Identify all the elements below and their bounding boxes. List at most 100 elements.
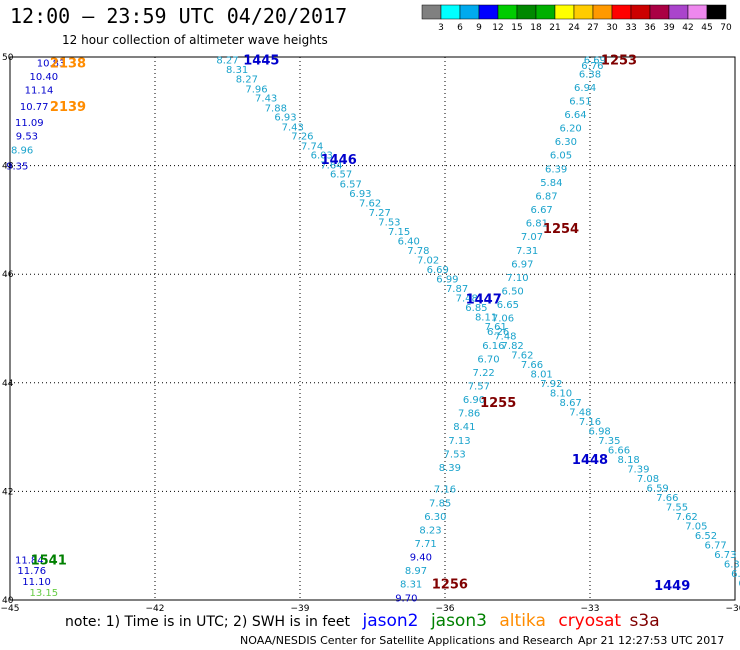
plot-frame (9, 56, 736, 601)
legend-swatch (649, 4, 670, 20)
wave-height-value: 7.48 (569, 408, 591, 419)
legend-swatch (497, 4, 518, 20)
legend-tick-label: 30 (606, 23, 618, 33)
y-tick-label: 50 (2, 53, 14, 63)
x-tick-label: −42 (146, 604, 165, 614)
wave-height-value: 7.92 (540, 379, 562, 390)
wave-height-value: 7.10 (506, 273, 528, 284)
wave-height-value: 6.51 (569, 96, 591, 107)
wave-height-value: 7.27 (369, 208, 391, 219)
wave-height-value: 9.40 (410, 553, 432, 564)
wave-height-value: 6.81 (526, 219, 548, 230)
y-tick-label: 42 (2, 487, 13, 497)
legend-swatch (573, 4, 594, 20)
wave-height-value: 9.70 (395, 593, 417, 604)
wave-height-value: 7.26 (291, 132, 313, 143)
wave-height-value: 8.11 (475, 313, 497, 324)
wave-height-value: 7.53 (444, 449, 466, 460)
axis-ticks: −45 −42 −39 −36 −33 −30 40 42 44 46 48 50 (1, 53, 740, 614)
note-label: note: 1) Time is in UTC; 2) SWH is in fe… (65, 614, 351, 630)
x-tick-label: −45 (1, 604, 20, 614)
wave-height-value: 9.53 (16, 132, 38, 143)
legend-swatch (668, 4, 689, 20)
wave-height-value: 7.82 (502, 341, 524, 352)
wave-height-value: 8.96 (11, 145, 33, 156)
legend-tick-label: 9 (476, 23, 482, 33)
pass-number-label: 1447 (466, 293, 502, 308)
wave-height-value: 7.06 (492, 314, 514, 325)
legend-swatch (459, 4, 480, 20)
wave-height-value: 6.97 (511, 259, 533, 270)
wave-height-value: 7.74 (301, 142, 323, 153)
legend-tick-label: 33 (625, 23, 636, 33)
wave-height-value: 11.76 (17, 566, 46, 577)
wave-height-value: 10.77 (20, 102, 49, 113)
wave-height-value: 7.05 (685, 522, 707, 533)
wave-height-value: 6.87 (535, 191, 557, 202)
wave-height-value: 7.31 (516, 246, 538, 257)
legend-swatch (630, 4, 651, 20)
wave-height-value: 7.96 (245, 84, 267, 95)
wave-height-value: 11.09 (15, 118, 44, 129)
wave-height-value: 7.48 (456, 294, 478, 305)
pass-number-label: 1449 (654, 579, 690, 594)
wave-height-value: 8.41 (453, 422, 475, 433)
wave-height-value: 6.69 (427, 265, 449, 276)
wave-height-value: 6.39 (545, 164, 567, 175)
wave-height-value: 8.31 (400, 580, 422, 591)
wave-height-value: 8.27 (216, 56, 238, 67)
legend-tick-label: 45 (701, 23, 712, 33)
wave-height-value: 6.05 (550, 151, 572, 162)
legend-swatch (611, 4, 632, 20)
wave-height-value: 8.31 (226, 65, 248, 76)
pass-labels: 2138 2139 1445 1446 1447 1448 1449 1253 1254 1255… (31, 54, 691, 594)
wave-height-value: 6.26 (487, 327, 509, 338)
pass-number-label: 2138 (50, 56, 86, 71)
wave-height-value: 7.13 (448, 436, 470, 447)
wave-height-value: 6.65 (497, 300, 519, 311)
wave-height-value: 6.76 (581, 61, 603, 72)
generated-timestamp: Apr 21 12:27:53 UTC 2017 (578, 634, 725, 647)
wave-height-value: 6.89 (731, 569, 740, 580)
satellite-jason3: jason3 (430, 611, 487, 631)
wave-height-value: 7.22 (473, 368, 495, 379)
legend-swatch (535, 4, 556, 20)
pass-number-label: 1254 (543, 222, 579, 237)
y-tick-label: 48 (2, 162, 14, 172)
satellite-altika: altika (499, 611, 546, 631)
wave-height-value: 8.23 (419, 525, 441, 536)
legend-swatch (592, 4, 613, 20)
wave-height-value: 7.61 (485, 322, 507, 333)
legend-tick-label: 6 (457, 23, 463, 33)
legend-swatch (706, 4, 727, 20)
wave-height-value: 11.10 (22, 577, 51, 588)
wave-height-value: 8.27 (236, 75, 258, 86)
x-tick-label: −39 (291, 604, 310, 614)
wave-height-value: 7.87 (446, 284, 468, 295)
wave-height-value: 6.94 (574, 83, 596, 94)
wave-height-value: 7.62 (676, 512, 698, 523)
wave-height-value: 6.30 (424, 512, 446, 523)
wave-height-value: 6.38 (579, 69, 601, 80)
wave-height-value: 7.66 (521, 360, 543, 371)
plot-border (9, 56, 736, 601)
pass-number-label: 1253 (601, 54, 637, 69)
wave-height-value: 7.55 (666, 503, 688, 514)
wave-height-value: 6.50 (502, 286, 524, 297)
legend-swatch (421, 4, 442, 20)
wave-height-value: 11.14 (25, 86, 54, 97)
wave-height-value: 7.16 (434, 485, 456, 496)
wave-height-value: 6.93 (349, 189, 371, 200)
x-tick-label: −30 (726, 604, 740, 614)
wave-height-value: 6.77 (705, 541, 727, 552)
pass-number-label: 1256 (432, 578, 468, 593)
wave-height-value: 6.16 (482, 341, 504, 352)
satellite-s3a: s3a (629, 611, 660, 631)
legend-tick-label: 12 (492, 23, 503, 33)
pass-number-label: 2139 (50, 100, 86, 115)
x-tick-label: −36 (436, 604, 455, 614)
wave-height-value: 11.84 (15, 555, 44, 566)
wave-height-value: 8.97 (405, 566, 427, 577)
wave-height-value: 7.43 (255, 94, 277, 105)
